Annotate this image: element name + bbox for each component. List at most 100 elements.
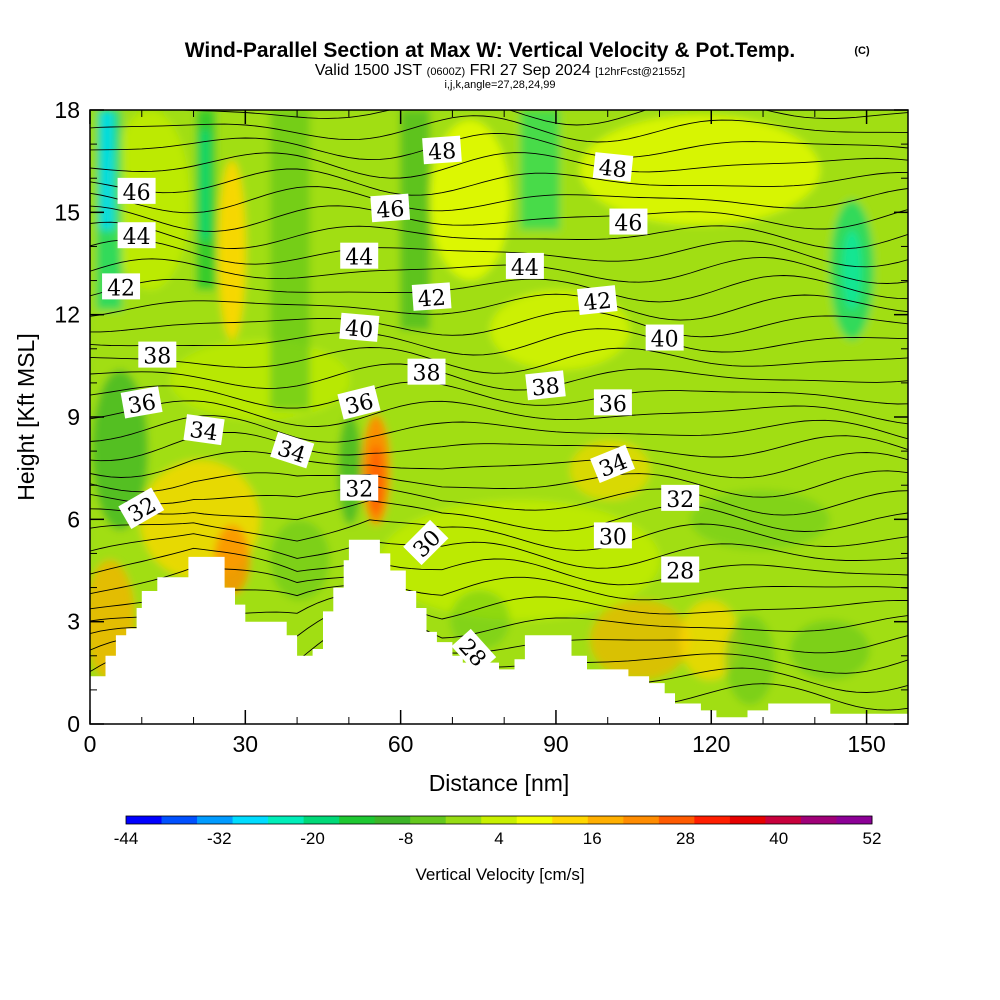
isentrope-label-text: 28 xyxy=(666,560,694,585)
isentrope-label: 48 xyxy=(592,152,634,184)
isentrope-label: 42 xyxy=(411,282,452,313)
isentrope-label-box xyxy=(661,556,700,583)
colorbar-swatch xyxy=(552,816,589,824)
isentrope-label-box xyxy=(505,252,544,279)
subtitle-valid: Valid 1500 JST xyxy=(315,62,423,79)
isentrope-label: 46 xyxy=(370,193,411,224)
isentrope-label-box xyxy=(339,312,380,342)
isentrope-label: 44 xyxy=(117,222,156,250)
colorbar-swatch xyxy=(516,816,553,824)
isentrope-label-box xyxy=(592,152,634,182)
isentrope-label: 38 xyxy=(138,341,177,370)
colorbar-swatch xyxy=(268,816,305,824)
subtitle-forecast: [12hrFcst@2155z] xyxy=(595,66,685,78)
isentrope-line xyxy=(90,275,908,303)
colorbar-swatch xyxy=(410,816,447,824)
isentrope-label: 28 xyxy=(661,556,700,585)
isentrope-label-box xyxy=(102,273,141,300)
isentrope-label-box xyxy=(138,341,177,368)
subtitle-date: FRI 27 Sep 2024 xyxy=(470,62,591,79)
isentrope-label-box xyxy=(403,519,449,566)
isentrope-label: 30 xyxy=(593,522,632,550)
isentrope-label-box xyxy=(451,628,497,675)
downdraft-core-a xyxy=(200,130,210,240)
isentrope-label: 38 xyxy=(525,370,566,402)
colorbar-swatch xyxy=(303,816,340,824)
y-tick-label: 6 xyxy=(67,506,80,532)
colorbar-tick-label: -32 xyxy=(207,829,232,848)
isentrope-line xyxy=(90,431,908,462)
isentrope-label-box xyxy=(525,370,566,401)
isentrope-label: 32 xyxy=(661,484,700,513)
terrain xyxy=(90,539,908,724)
isentrope-label-box xyxy=(183,414,225,446)
colorbar-swatch xyxy=(374,816,411,824)
isentrope-label-text: 30 xyxy=(599,525,627,550)
colorbar: -44 -32 -20 -8 4 16 28 40 52 xyxy=(114,815,881,848)
isentrope-line xyxy=(90,293,908,321)
downdraft-cell-lower-right xyxy=(725,615,775,705)
isentrope-label-text: 40 xyxy=(344,316,374,343)
colorbar-swatch xyxy=(694,816,731,824)
colorbar-swatch xyxy=(765,816,802,824)
y-axis-label: Height [Kft MSL] xyxy=(13,333,39,500)
colorbar-swatch xyxy=(161,816,198,824)
isentrope-label-box xyxy=(117,177,156,204)
colorbar-swatch xyxy=(623,816,660,824)
colorbar-tick-label: 16 xyxy=(583,829,602,848)
colorbar-label: Vertical Velocity [cm/s] xyxy=(415,865,584,884)
updraft-column-left xyxy=(218,160,246,340)
isentrope-label-box xyxy=(118,487,165,529)
y-tick-label: 18 xyxy=(54,97,80,123)
isentrope-label-text: 42 xyxy=(417,286,447,313)
subtitle-utc: (0600Z) xyxy=(427,66,466,78)
downdraft-zone-lower-right xyxy=(790,620,870,680)
downdraft-core-right xyxy=(842,230,862,310)
terrain-profile xyxy=(90,539,908,724)
isentrope-line xyxy=(90,415,908,443)
y-tick-label: 15 xyxy=(54,199,80,225)
isentrope-line xyxy=(90,168,908,196)
isentrope-label-box xyxy=(340,474,379,501)
isentrope-line xyxy=(90,205,908,232)
isentrope-label-box xyxy=(370,193,411,223)
isentrope-label-text: 44 xyxy=(345,246,373,271)
isentrope-line xyxy=(171,110,908,126)
colorbar-swatch xyxy=(729,816,766,824)
isentrope-label-text: 46 xyxy=(614,212,642,237)
isentrope-label-box xyxy=(609,208,648,235)
colorbar-frame xyxy=(125,815,873,825)
chart-title: Wind-Parallel Section at Max W: Vertical… xyxy=(185,39,796,62)
isentrope-label-text: 38 xyxy=(143,345,171,370)
colorbar-swatch xyxy=(481,816,518,824)
isentrope-label-box xyxy=(270,431,315,469)
x-tick-label: 60 xyxy=(388,731,414,757)
colorbar-tick-label: -20 xyxy=(300,829,325,848)
isentrope-label: 46 xyxy=(609,208,648,237)
isentrope-label-text: 36 xyxy=(599,392,627,417)
x-tick-label: 150 xyxy=(847,731,885,757)
isentrope-label: 46 xyxy=(117,177,156,206)
updraft-zone-lower-mid xyxy=(380,500,660,620)
isentrope-label-box xyxy=(411,282,452,311)
isentrope-label: 38 xyxy=(407,358,446,387)
isentrope-line xyxy=(90,400,908,427)
isentrope-label-box xyxy=(590,444,636,483)
isentrope-line xyxy=(90,256,908,284)
isentrope-label: 36 xyxy=(120,386,163,420)
y-tick-label: 9 xyxy=(67,404,80,430)
x-axis-label: Distance [nm] xyxy=(429,770,570,796)
isentrope-label-text: 48 xyxy=(598,156,628,184)
colorbar-swatch xyxy=(587,816,624,824)
x-tick-label: 120 xyxy=(692,731,730,757)
isentrope-label: 40 xyxy=(645,324,684,353)
isentrope-label-text: 32 xyxy=(345,478,373,503)
colorbar-swatch xyxy=(197,816,234,824)
isentrope-line xyxy=(90,328,908,356)
isentrope-label-box xyxy=(593,522,632,549)
isentrope-line xyxy=(90,310,908,338)
isentrope-label-text: 34 xyxy=(188,418,219,447)
isentrope-line xyxy=(90,485,908,516)
isentrope-line xyxy=(90,152,908,179)
